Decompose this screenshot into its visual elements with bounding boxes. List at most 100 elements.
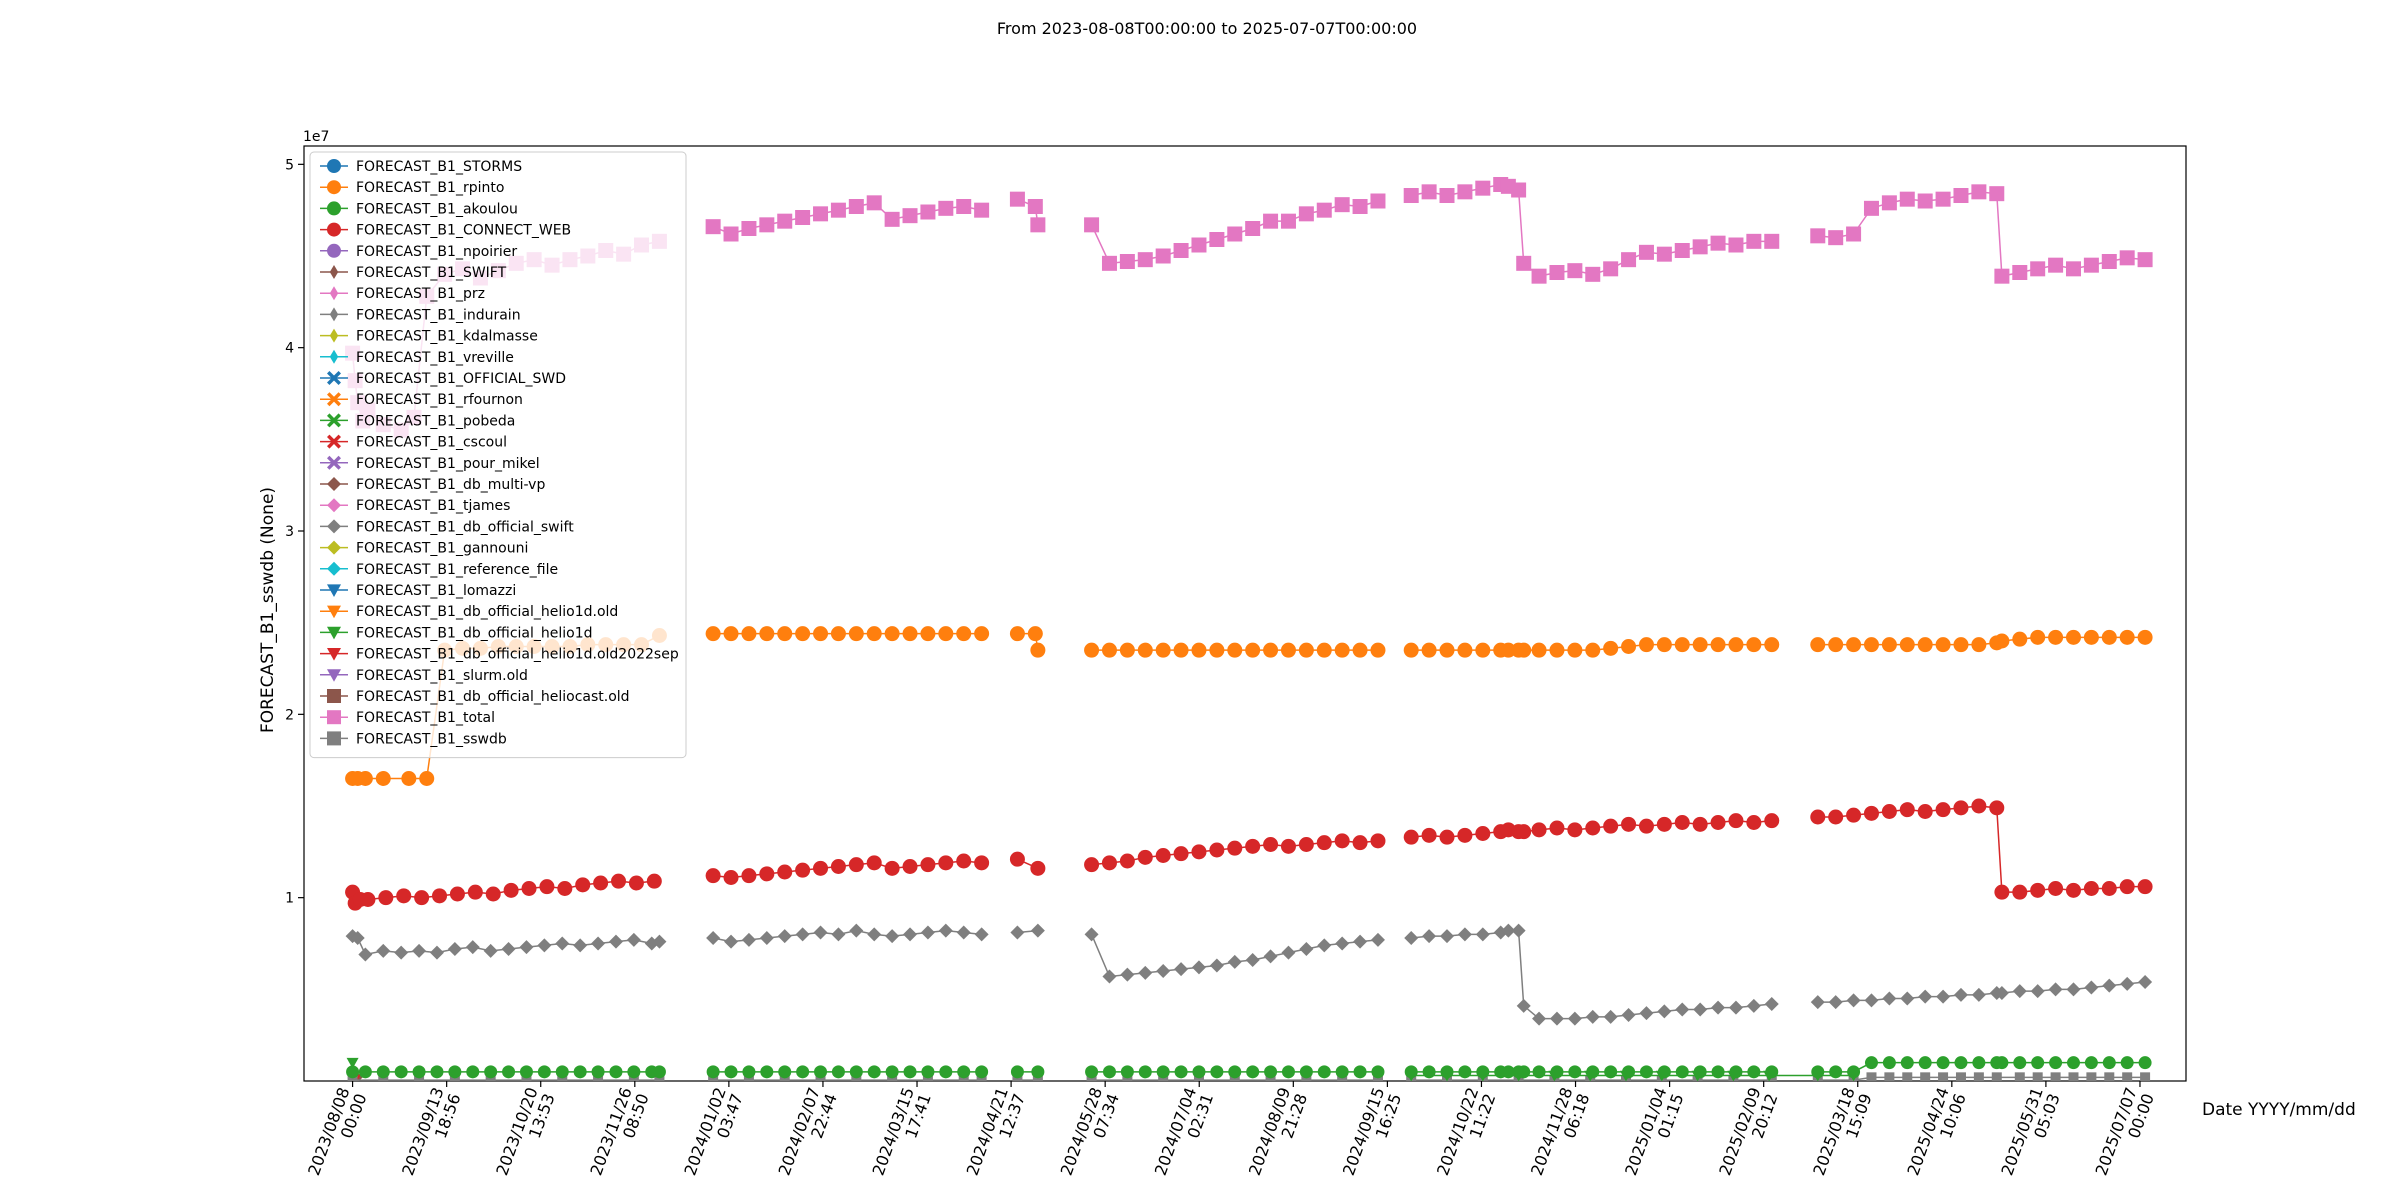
legend-marker <box>329 307 339 322</box>
data-point <box>2065 629 2081 645</box>
data-point <box>1710 815 1726 830</box>
data-point <box>1421 827 1437 843</box>
data-point <box>2012 631 2028 647</box>
data-point <box>1884 1072 1895 1081</box>
data-point <box>1971 798 1987 814</box>
data-point <box>2012 984 2027 999</box>
data-point <box>1994 986 2009 1000</box>
data-point <box>1920 1072 1931 1081</box>
data-point <box>920 857 936 873</box>
data-point <box>1866 1072 1877 1081</box>
data-point <box>1531 642 1547 658</box>
data-point <box>795 927 810 942</box>
legend-label: FORECAST_B1_indurain <box>356 307 521 323</box>
data-point <box>557 881 573 896</box>
data-point <box>1639 1065 1653 1079</box>
y-axis-label: FORECAST_B1_sswdb (None) <box>258 487 278 733</box>
legend-entry: FORECAST_B1_tjames <box>320 498 510 514</box>
data-point <box>1692 816 1708 832</box>
data-point <box>1954 1056 1968 1070</box>
data-point <box>759 866 775 882</box>
data-point <box>1604 1065 1618 1079</box>
data-point <box>1245 221 1261 236</box>
data-point <box>1501 923 1516 938</box>
legend-entry: FORECAST_B1_kdalmasse <box>320 328 538 345</box>
data-point <box>1918 989 1933 1004</box>
data-point <box>867 927 882 942</box>
data-point <box>2119 629 2135 645</box>
data-point <box>1994 884 2010 900</box>
y-axis-multiplier: 1e7 <box>303 129 329 145</box>
data-point <box>1370 932 1385 947</box>
data-point <box>866 626 882 642</box>
legend-label: FORECAST_B1_kdalmasse <box>356 329 538 345</box>
data-point <box>1863 637 1879 653</box>
data-point <box>1900 1056 1914 1070</box>
data-point <box>1917 637 1933 653</box>
series-FORECAST_B1_db_official_swift <box>345 923 2153 1026</box>
data-point <box>1209 842 1225 858</box>
data-point <box>2138 1056 2152 1070</box>
data-point <box>1119 642 1135 658</box>
data-point <box>742 1065 756 1079</box>
data-point <box>1765 1065 1779 1079</box>
data-point <box>1084 217 1100 233</box>
y-tick-label: 3 <box>285 524 294 540</box>
data-point <box>447 942 462 956</box>
data-point <box>1501 1065 1515 1079</box>
data-point <box>1101 642 1117 658</box>
data-point <box>830 626 846 642</box>
data-point <box>2137 629 2153 645</box>
data-point <box>1352 835 1368 851</box>
data-point <box>627 1065 641 1079</box>
data-point <box>1457 184 1473 200</box>
data-point <box>921 1065 935 1079</box>
data-point <box>1846 807 1862 823</box>
data-point <box>360 892 376 907</box>
legend-label: FORECAST_B1_rfournon <box>356 392 523 408</box>
data-point <box>1864 993 1879 1008</box>
data-point <box>1603 640 1619 656</box>
data-point <box>903 1065 917 1079</box>
legend-marker <box>327 648 341 661</box>
data-point <box>1370 642 1386 658</box>
data-point <box>1692 637 1708 653</box>
data-point <box>1567 1011 1582 1026</box>
data-point <box>1155 848 1171 863</box>
data-point <box>2101 881 2117 896</box>
data-point <box>1918 1056 1932 1070</box>
legend-marker <box>327 710 341 725</box>
series-FORECAST_B1_akoulou <box>346 1056 2152 1079</box>
data-point <box>956 925 971 940</box>
data-point <box>1828 637 1844 653</box>
data-point <box>1227 954 1242 969</box>
data-point <box>1846 993 1861 1008</box>
legend-label: FORECAST_B1_vreville <box>356 350 514 366</box>
data-point <box>1991 1072 2002 1081</box>
data-point <box>795 862 811 878</box>
data-point <box>1638 244 1654 260</box>
data-point <box>884 626 900 642</box>
data-point <box>831 927 846 942</box>
data-point <box>1281 1065 1295 1079</box>
legend-label: FORECAST_B1_reference_file <box>356 562 558 578</box>
data-point <box>1475 927 1490 942</box>
data-point <box>1881 637 1897 653</box>
data-point <box>1621 816 1637 832</box>
data-point <box>2119 879 2135 895</box>
data-point <box>956 199 972 214</box>
data-point <box>573 938 588 953</box>
data-point <box>1334 642 1350 658</box>
data-point <box>705 868 721 884</box>
data-point <box>1138 1065 1152 1079</box>
legend-label: FORECAST_B1_db_official_swift <box>356 519 574 535</box>
data-point <box>1009 851 1025 867</box>
data-point <box>920 626 936 642</box>
data-point <box>848 857 864 873</box>
data-point <box>2030 984 2045 999</box>
